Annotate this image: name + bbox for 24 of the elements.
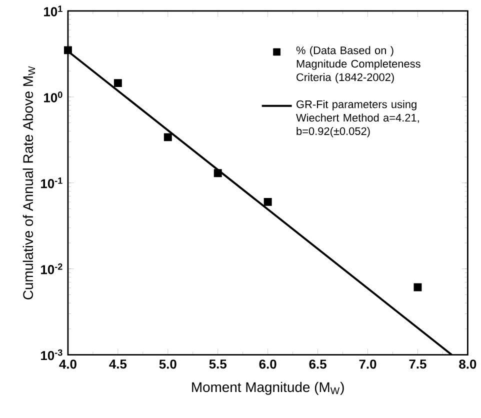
x-tick-label: 4.5 [109, 360, 127, 369]
x-tick-label: 5.5 [209, 360, 226, 369]
y-tick-label: 10$^{0}$ [44, 92, 62, 102]
point [114, 79, 122, 88]
x-tick-label: 8.0 [459, 360, 476, 369]
y-axis-title: Cumulative of Annual Rate Above M$_{W}$ [22, 66, 36, 300]
x-tick-label: 7.5 [409, 360, 426, 369]
point [264, 198, 272, 206]
point [214, 169, 222, 178]
x-tick-label: 6.0 [259, 360, 276, 369]
point [414, 283, 422, 292]
x-axis-title: Moment Magnitude (M$_{W}$) [192, 382, 344, 395]
legend-label: GR-Fit parameters using Wiechert Method a=4.21, b=0.92(±0.052) [296, 100, 419, 138]
y-tick-label: 10$^{-2}$ [41, 264, 62, 274]
x-tick-label: 6.5 [309, 360, 326, 369]
legend-label: % (Data Based on ) Magnitude Completeness Criteria (1842-2002) [296, 46, 420, 84]
x-tick-label: 4.0 [59, 360, 76, 369]
point [164, 133, 172, 142]
y-tick-label: 10$^{-1}$ [41, 178, 62, 188]
x-tick-label: 5.0 [159, 360, 176, 369]
x-tick-label: 7.0 [359, 360, 376, 369]
y-tick-label: 10$^{-3}$ [41, 350, 62, 360]
y-tick-label: 10$^{1}$ [44, 6, 62, 16]
point [64, 46, 72, 54]
